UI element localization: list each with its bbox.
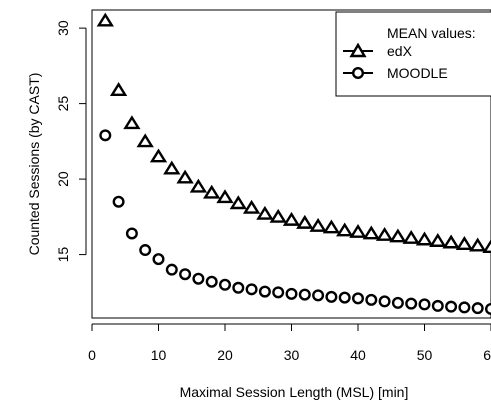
data-point-edx — [389, 228, 407, 243]
data-point-moodle — [232, 281, 245, 294]
data-point-edx — [242, 199, 261, 214]
data-point-moodle — [165, 263, 178, 276]
data-point-edx — [229, 195, 247, 210]
x-tick-label: 30 — [284, 347, 300, 363]
data-point-edx — [136, 133, 154, 148]
series-moodle — [99, 129, 491, 315]
data-point-moodle — [405, 297, 418, 310]
data-point-moodle — [298, 288, 311, 301]
data-point-moodle — [152, 253, 165, 266]
data-point-edx — [163, 160, 181, 175]
y-tick-label: 30 — [55, 20, 71, 36]
data-point-edx — [402, 230, 420, 244]
data-point-edx — [109, 82, 128, 96]
legend-entry-moodle: MOODLE — [387, 65, 448, 81]
x-tick-label: 40 — [350, 347, 366, 363]
data-point-moodle — [272, 286, 285, 299]
series-clip-group — [96, 12, 491, 315]
data-point-moodle — [458, 301, 471, 314]
data-point-moodle — [218, 278, 231, 291]
data-point-edx — [96, 12, 114, 27]
data-point-edx — [375, 226, 394, 241]
data-point-moodle — [139, 244, 152, 257]
x-axis: 0 10 20 30 40 50 60 — [88, 323, 491, 363]
y-tick-label: 25 — [55, 96, 71, 112]
data-point-moodle — [285, 287, 298, 300]
legend-entry-edx: edX — [387, 43, 413, 59]
data-point-moodle — [391, 296, 404, 309]
data-point-edx — [349, 223, 367, 238]
data-point-moodle — [485, 302, 491, 315]
legend-marker-edx — [349, 42, 367, 58]
data-point-edx — [203, 184, 221, 199]
data-point-moodle — [378, 295, 391, 308]
x-tick-label: 50 — [417, 347, 433, 363]
legend: MEAN values: edX MOODLE — [335, 11, 491, 97]
data-point-edx — [176, 169, 194, 184]
data-point-edx — [269, 208, 287, 223]
data-point-moodle — [418, 298, 431, 311]
data-point-edx — [282, 211, 301, 226]
data-point-edx — [216, 189, 234, 204]
data-point-moodle — [338, 291, 351, 304]
x-tick-label: 10 — [151, 347, 167, 363]
data-point-edx — [256, 205, 274, 220]
plot-area-border — [91, 9, 491, 319]
data-point-moodle — [365, 293, 378, 306]
data-point-moodle — [258, 285, 271, 298]
data-point-edx — [469, 237, 487, 252]
data-point-moodle — [245, 283, 258, 296]
data-point-moodle — [471, 302, 484, 315]
y-axis-label: Counted Sessions (by CAST) — [26, 73, 42, 256]
y-tick-label: 20 — [55, 171, 71, 187]
x-tick-label: 20 — [217, 347, 233, 363]
data-point-edx — [149, 148, 168, 163]
x-tick-label: 60 — [483, 347, 491, 363]
data-point-edx — [336, 222, 354, 237]
y-tick-label: 15 — [55, 247, 71, 263]
data-point-moodle — [431, 299, 444, 312]
data-point-moodle — [325, 290, 338, 303]
x-axis-label: Maximal Session Length (MSL) [min] — [180, 384, 409, 400]
data-point-moodle — [205, 275, 218, 288]
y-axis: 15 20 25 30 — [55, 20, 87, 263]
data-point-moodle — [179, 268, 192, 281]
data-point-edx — [296, 214, 314, 229]
data-point-moodle — [192, 272, 205, 285]
series-layer — [96, 12, 491, 315]
data-point-edx — [362, 225, 380, 240]
data-point-moodle — [312, 289, 325, 302]
data-point-edx — [415, 231, 434, 246]
legend-title: MEAN values: — [387, 25, 476, 41]
data-point-edx — [482, 239, 491, 253]
data-point-edx — [322, 219, 341, 234]
data-point-moodle — [445, 300, 458, 313]
data-point-moodle — [99, 129, 112, 142]
series-edx — [96, 12, 491, 253]
data-point-moodle — [125, 227, 138, 240]
data-point-edx — [429, 233, 447, 247]
data-point-moodle — [352, 292, 365, 305]
x-tick-label: 0 — [88, 347, 96, 363]
data-point-edx — [123, 115, 141, 130]
data-point-edx — [189, 178, 208, 193]
data-point-edx — [309, 217, 327, 232]
data-point-moodle — [112, 195, 125, 208]
data-point-edx — [455, 236, 474, 250]
data-point-edx — [442, 234, 460, 249]
legend-marker-moodle — [352, 66, 365, 79]
